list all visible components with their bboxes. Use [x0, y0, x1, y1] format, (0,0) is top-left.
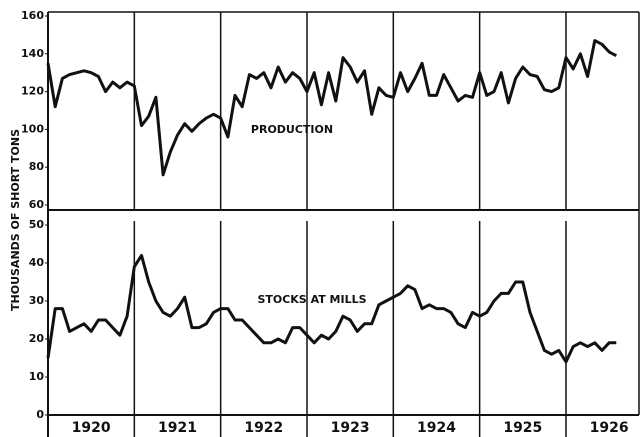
- y-tick-label: 10: [29, 370, 45, 383]
- y-tick-label: 160: [21, 9, 44, 22]
- y-tick-label: 0: [36, 408, 44, 421]
- x-tick-label: 1921: [158, 420, 197, 436]
- y-tick-label: 140: [21, 47, 44, 60]
- annotation: STOCKS AT MILLS: [257, 293, 366, 306]
- data-line: [46, 39, 618, 177]
- y-tick-label: 80: [29, 160, 45, 173]
- y-tick-label: 100: [21, 122, 44, 135]
- x-tick-label: 1922: [244, 420, 283, 436]
- y-tick-label: 50: [29, 218, 45, 231]
- y-tick-label: 60: [29, 198, 45, 211]
- y-tick-label: 40: [29, 256, 45, 269]
- y-tick-label: 120: [21, 85, 44, 98]
- x-tick-label: 1923: [331, 420, 370, 436]
- data-line: [46, 253, 617, 364]
- y-tick-label: 30: [29, 294, 45, 307]
- x-tick-label: 1920: [72, 420, 111, 436]
- x-tick-label: 1925: [503, 420, 542, 436]
- y-tick-label: 20: [29, 332, 45, 345]
- y-axis-label: THOUSANDS OF SHORT TONS: [9, 129, 22, 311]
- x-tick-label: 1926: [590, 420, 629, 436]
- annotation: PRODUCTION: [251, 123, 333, 136]
- x-tick-label: 1924: [417, 420, 456, 436]
